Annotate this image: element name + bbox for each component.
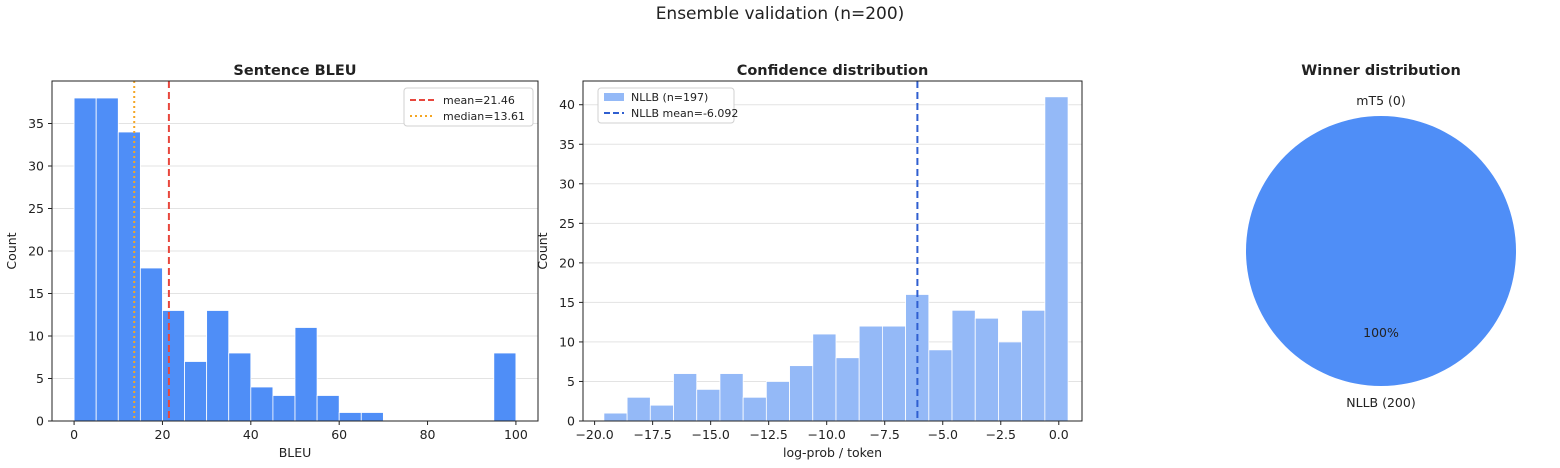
chart1-xtick-label: 60 [331,427,347,442]
chart2-xtick-label: −7.5 [870,427,900,442]
chart2-bar [858,325,883,422]
chart2-ytick-label: 15 [559,295,575,310]
chart2-ytick-label: 0 [567,414,575,429]
chart2-xtick-label: −5.0 [928,427,958,442]
chart2-frame [582,80,1083,422]
chart1-ytick-label: 0 [36,414,44,429]
chart2-xtick-label: −17.5 [633,427,671,442]
chart2-ytick-label: 10 [559,334,575,349]
chart2-xtick-label: −12.5 [750,427,788,442]
chart2-bar [812,333,837,422]
chart2-ytick-label: 35 [559,137,575,152]
chart1-ytick-label: 10 [28,329,44,344]
chart1-legend-label: mean=21.46 [443,94,515,107]
chart1-ytick-label: 15 [28,286,44,301]
chart2-bar [882,325,907,422]
chart1-bar [206,310,230,422]
chart2-bar [696,388,721,422]
chart2-xlabel: log-prob / token [783,445,882,460]
chart1-bar [117,131,141,422]
chart2-xtick-label: −15.0 [691,427,729,442]
chart1-bar [250,386,274,422]
chart1-xtick-label: 20 [155,427,171,442]
chart1-xtick-label: 0 [70,427,78,442]
chart1-xtick-label: 100 [504,427,528,442]
chart2-bar [951,309,976,422]
chart2-bar [603,412,628,422]
chart1-xtick-label: 80 [420,427,436,442]
chart1-ytick-label: 35 [28,116,44,131]
chart1-bar [316,395,340,422]
chart1-bar [73,97,97,422]
chart2-bar [928,349,953,422]
chart2-ytick-label: 25 [559,216,575,231]
chart2-xtick-label: −10.0 [808,427,846,442]
chart1-bar [228,352,252,422]
chart2-xtick-label: −20.0 [575,427,613,442]
chart2-bar [1044,96,1069,422]
chart2-xtick-label: −2.5 [986,427,1016,442]
chart2-bar [1021,309,1046,422]
chart3-slice-pct: 100% [1363,325,1399,340]
chart2-bar [998,341,1023,422]
figure-title: Ensemble validation (n=200) [655,4,905,24]
chart1-bar [493,352,517,422]
chart3-slice-label: mT5 (0) [1356,93,1405,108]
chart1-bar [184,361,208,422]
chart2-ylabel: Count [535,232,550,269]
chart3-title: Winner distribution [1301,63,1461,79]
chart2-legend-label: NLLB (n=197) [631,91,708,104]
chart1-ytick-label: 30 [28,159,44,174]
chart2-bar [626,396,651,422]
chart2-bar [649,404,674,422]
chart1-xlabel: BLEU [279,445,312,460]
chart1-ytick-label: 20 [28,244,44,259]
chart1-ylabel: Count [4,232,19,269]
chart1-legend-box [403,87,534,127]
chart1-title: Sentence BLEU [233,63,356,79]
chart2-legend-label: NLLB mean=-6.092 [631,107,738,120]
chart1-xtick-label: 40 [243,427,259,442]
chart1-bar [294,327,318,422]
chart1-bar [338,412,362,422]
chart3-slice-label: NLLB (200) [1346,395,1415,410]
chart2-title: Confidence distribution [737,63,929,79]
chart1-bar [95,97,119,422]
chart1-ytick-label: 5 [36,371,44,386]
chart2-bar [974,317,999,422]
chart2-ytick-label: 5 [567,374,575,389]
chart1-ytick-label: 25 [28,201,44,216]
chart2-legend-box [597,87,735,124]
chart1-bar [360,412,384,422]
chart2-bar [742,396,767,422]
chart3-slice [1246,116,1516,386]
chart2-bar [789,365,814,422]
chart2-bar [765,381,790,422]
chart1-legend-label: median=13.61 [443,110,525,123]
chart1-bar [139,267,163,422]
chart1-bar [272,395,296,422]
chart2-ytick-label: 20 [559,255,575,270]
chart2-bar [835,357,860,422]
chart2-bar [673,373,698,422]
chart2-legend-swatch [604,93,624,101]
chart2-xtick-label: 0.0 [1049,427,1069,442]
chart1-bar [162,310,185,422]
chart2-bar [719,373,744,422]
chart2-ytick-label: 40 [559,97,575,112]
chart2-ytick-label: 30 [559,176,575,191]
